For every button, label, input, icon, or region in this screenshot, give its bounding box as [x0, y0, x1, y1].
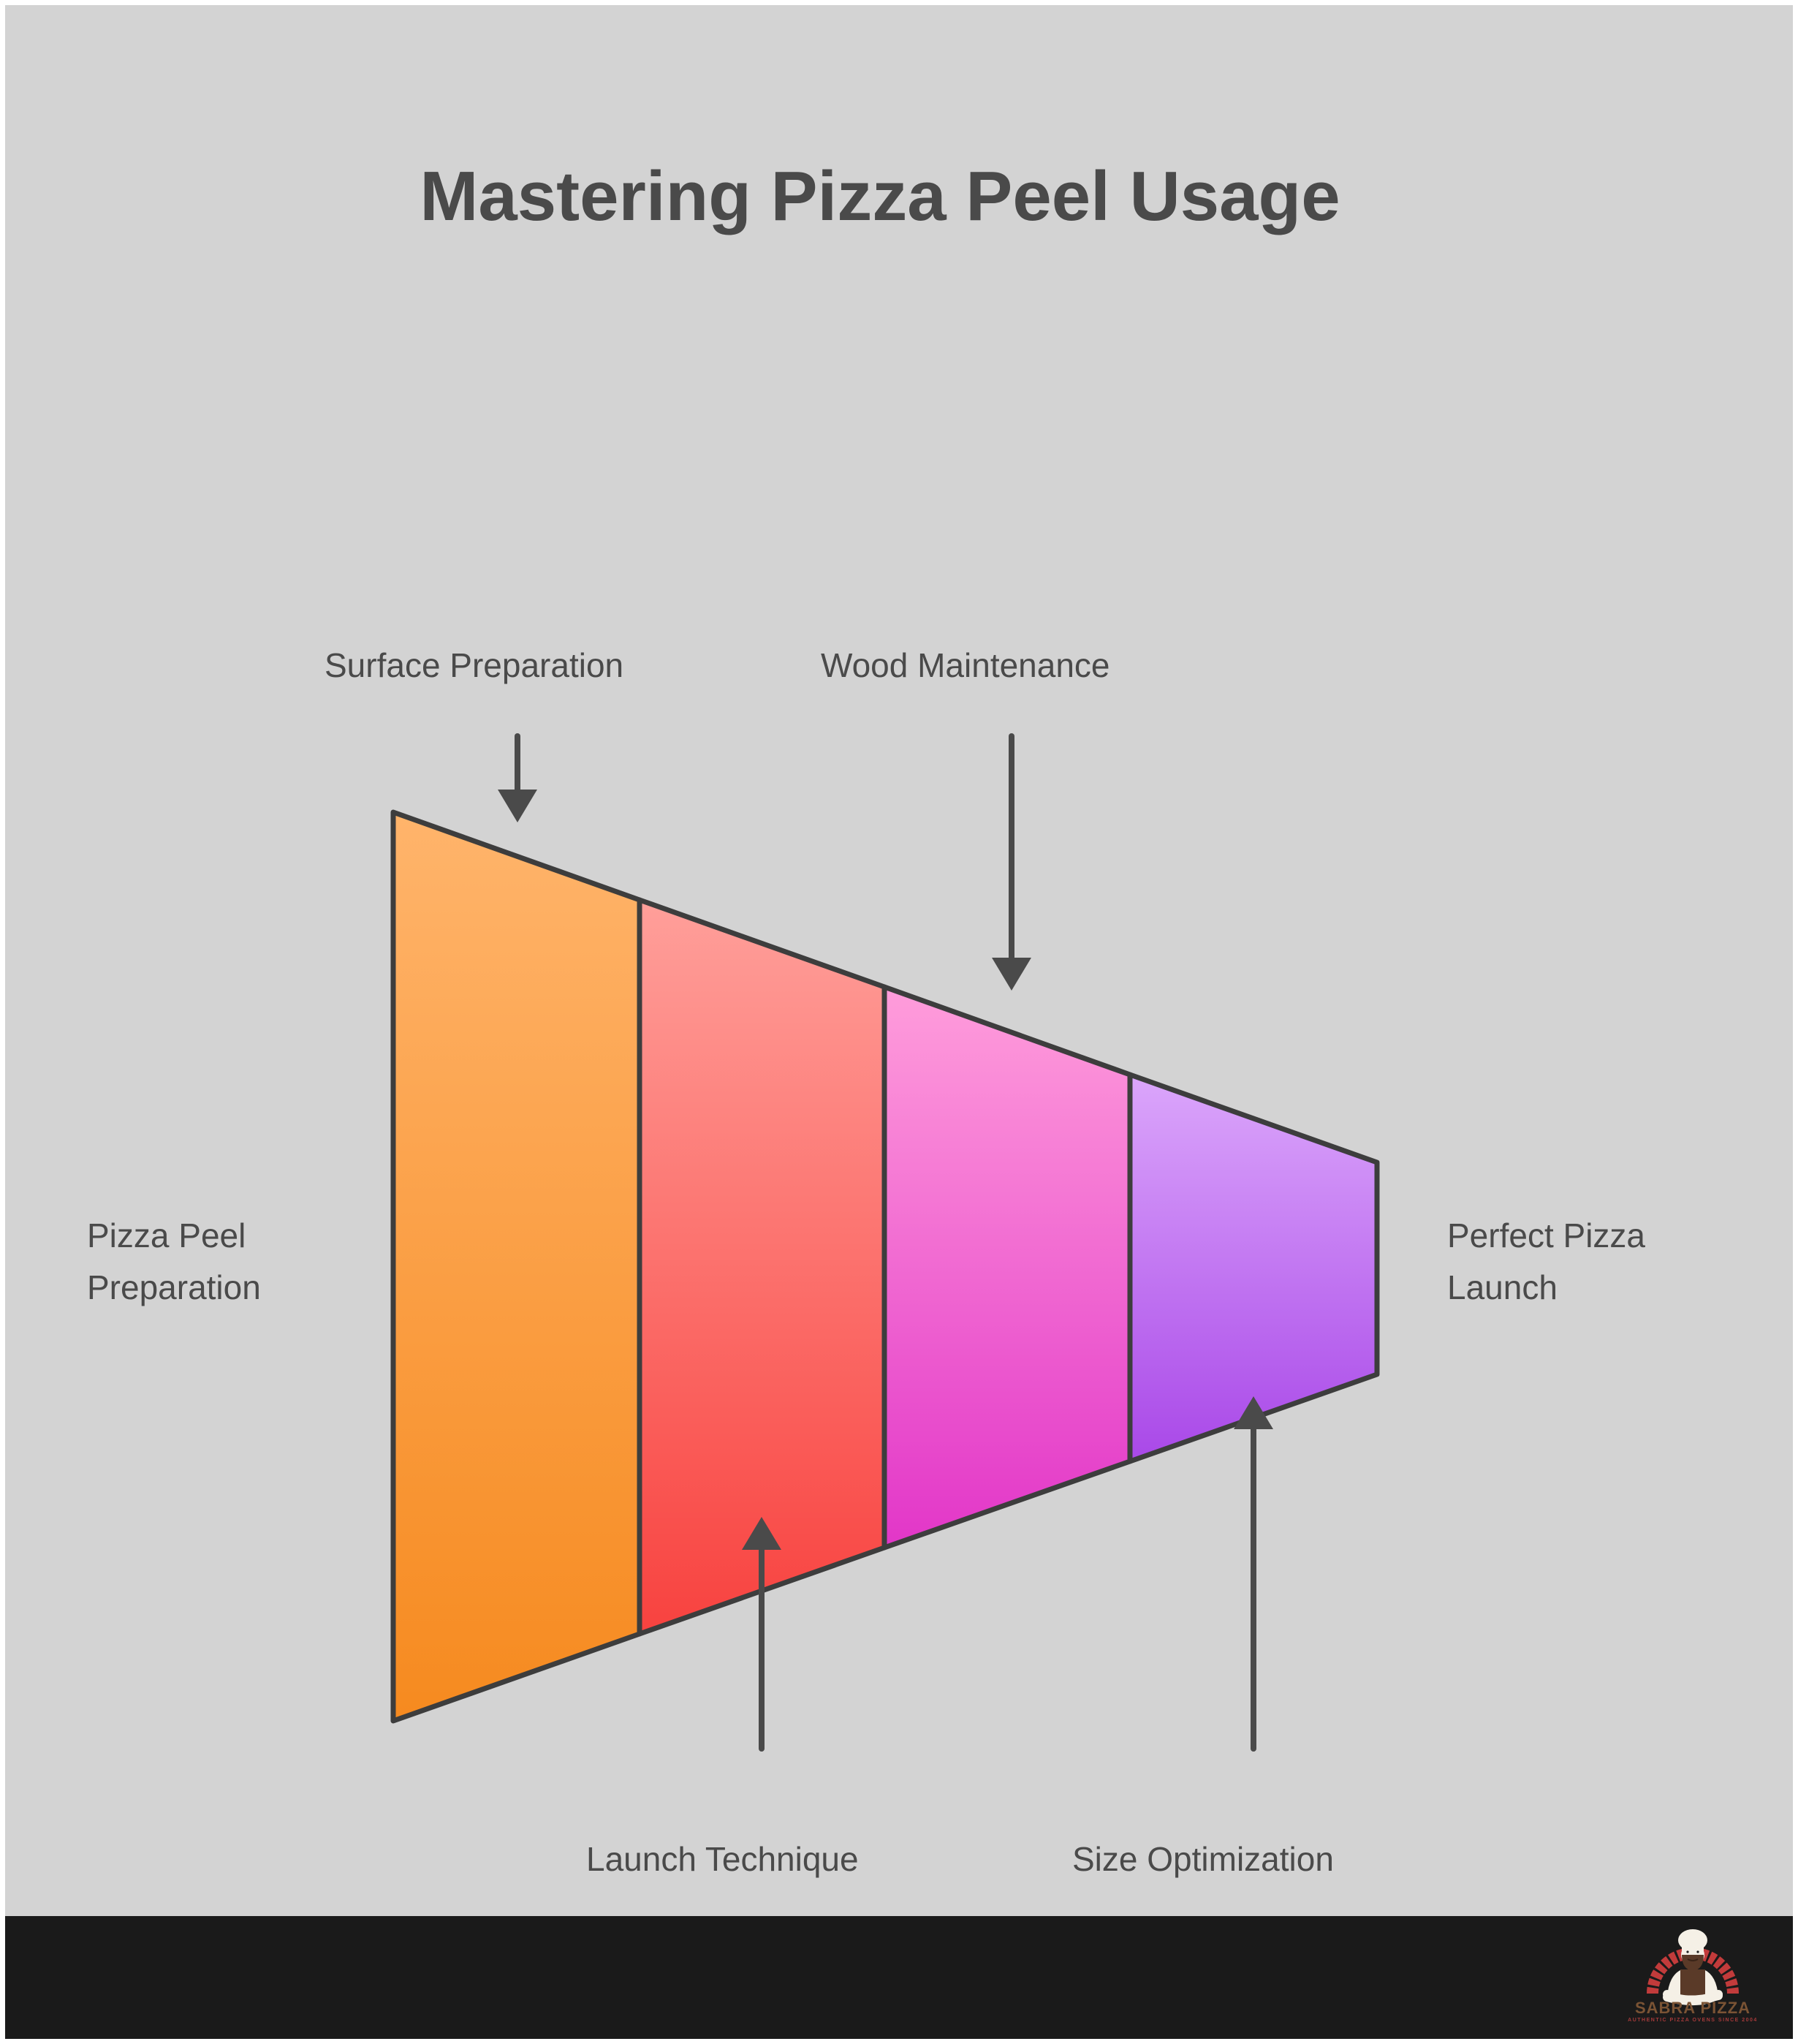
svg-text:SABRA PIZZA: SABRA PIZZA: [1635, 1999, 1750, 2017]
svg-text:AUTHENTIC PIZZA OVENS SINCE 20: AUTHENTIC PIZZA OVENS SINCE 2004: [1628, 2018, 1758, 2023]
